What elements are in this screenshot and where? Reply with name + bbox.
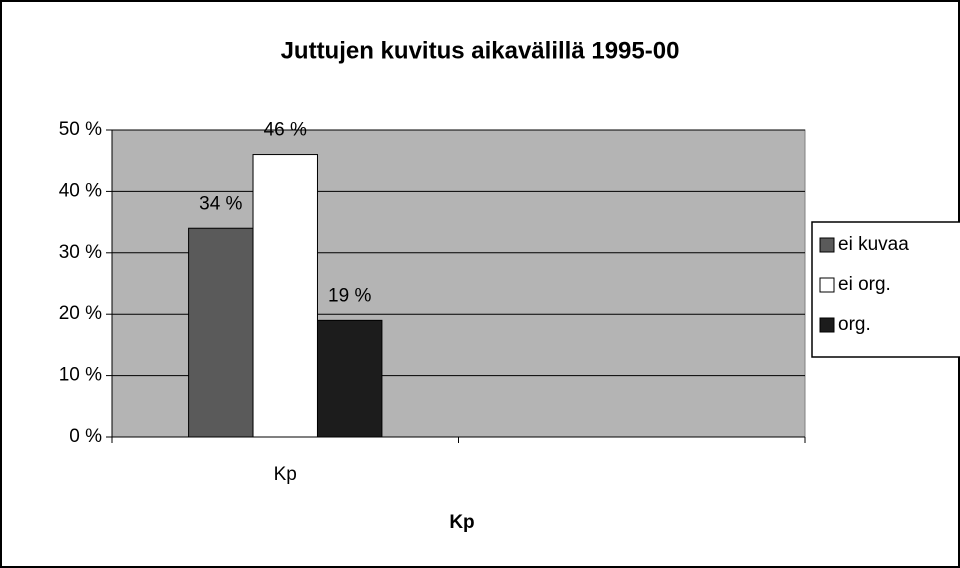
data-label: 46 % [264,120,307,141]
y-tick-label: 40 % [59,180,102,201]
y-tick-label: 30 % [59,242,102,263]
legend-swatch [819,317,835,333]
bar [188,227,254,438]
legend-box [811,221,960,358]
data-label: 19 % [328,285,371,306]
x-axis-title: Kp [449,512,474,533]
legend-label: org. [838,314,871,335]
legend-swatch [819,237,835,253]
y-tick-label: 20 % [59,303,102,324]
y-tick-label: 0 % [69,426,102,447]
bar [316,319,383,438]
y-tick-label: 50 % [59,119,102,140]
legend-swatch [819,277,835,293]
legend-label: ei kuvaa [838,234,909,255]
bar [252,154,318,438]
x-tick-label: Kp [274,464,297,485]
legend-label: ei org. [838,274,891,295]
chart-title: Juttujen kuvitus aikavälillä 1995-00 [281,37,680,64]
data-label: 34 % [199,193,242,214]
y-tick-label: 10 % [59,365,102,386]
